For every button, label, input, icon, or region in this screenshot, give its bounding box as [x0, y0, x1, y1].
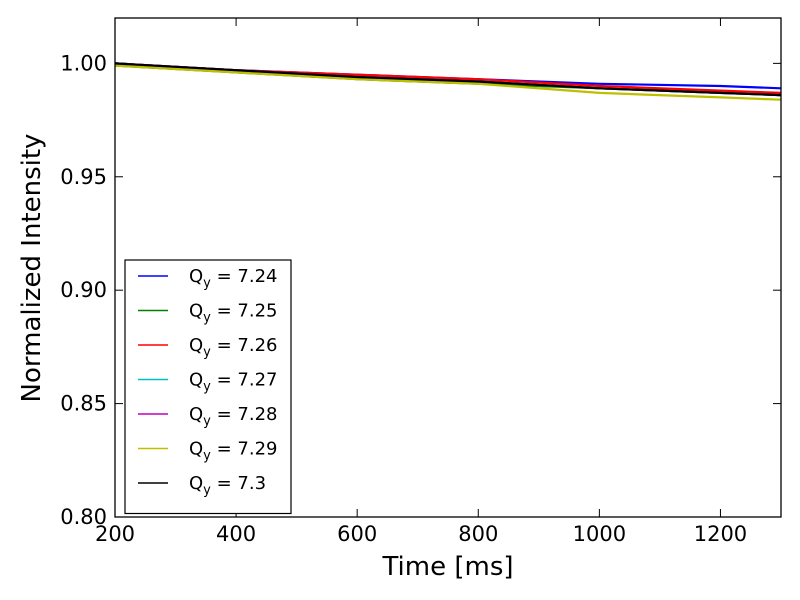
plot-frame: [114, 17, 782, 518]
y-tick-label: 0.80: [60, 505, 107, 529]
x-tick-label: 800: [458, 522, 498, 546]
legend-label: Qy = 7.3: [189, 473, 266, 498]
series-layer: [114, 62, 782, 101]
y-tick-label: 0.90: [60, 278, 107, 302]
series-line-5: [114, 64, 782, 101]
y-tick-label: 1.00: [60, 51, 107, 75]
legend-label: Qy = 7.25: [189, 301, 277, 326]
legend-label: Qy = 7.24: [189, 266, 277, 291]
x-tick-label: 600: [337, 522, 377, 546]
y-tick-label: 0.85: [60, 392, 107, 416]
legend-label: Qy = 7.26: [189, 335, 277, 360]
y-tick-label: 0.95: [60, 165, 107, 189]
legend-box: [124, 259, 292, 515]
x-tick-label: 200: [95, 522, 135, 546]
legend-label: Qy = 7.29: [189, 439, 277, 464]
x-axis-title: Time [ms]: [381, 552, 513, 582]
legend-label: Qy = 7.27: [189, 370, 277, 395]
ticks-layer: 200 400 600 800 1000 1200 0.80 0.85 0.90 0.95 1.00: [60, 18, 781, 546]
x-tick-label: 1000: [573, 522, 626, 546]
y-axis-title: Normalized Intensity: [17, 134, 47, 403]
legend: Qy = 7.24 Qy = 7.25 Qy = 7.26 Qy = 7.27 Qy =…: [124, 259, 292, 515]
series-line-6: [114, 62, 782, 97]
legend-label: Qy = 7.28: [189, 404, 277, 429]
x-tick-label: 400: [216, 522, 256, 546]
x-tick-label: 1200: [694, 522, 747, 546]
